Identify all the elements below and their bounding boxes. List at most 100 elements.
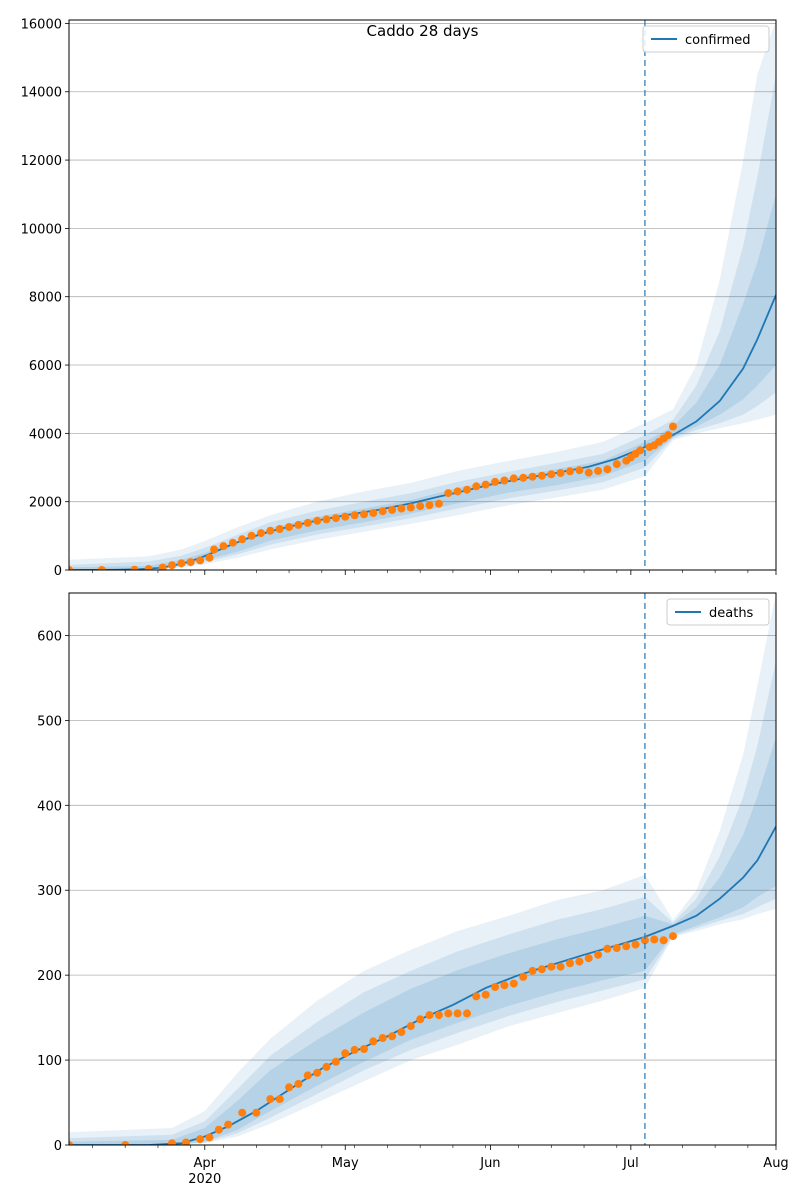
y-tick-label: 0 — [54, 564, 62, 579]
y-tick-label: 400 — [37, 799, 62, 814]
observed-point — [182, 1138, 191, 1145]
observed-point — [519, 473, 528, 482]
observed-point — [519, 972, 528, 981]
observed-point — [622, 942, 631, 951]
observed-point — [416, 502, 425, 511]
y-tick-label: 16000 — [21, 17, 62, 32]
observed-point — [659, 936, 668, 945]
confidence-band-middle — [69, 660, 776, 1145]
observed-point — [669, 932, 677, 941]
panel-1: 0 2000 4000 6000 8000 10000 12000 14000 16000 Cad… — [21, 17, 777, 579]
observed-point — [636, 446, 645, 455]
confidence-band-outer — [69, 20, 776, 570]
x-tick-label: Jul — [622, 1156, 639, 1171]
model-line-deaths — [69, 826, 776, 1145]
y-tick-label: 6000 — [29, 359, 62, 374]
observed-point — [205, 1133, 214, 1142]
legend-label: confirmed — [685, 33, 751, 48]
observed-point — [500, 476, 509, 485]
y-tick-label: 8000 — [29, 291, 62, 306]
observed-point — [360, 1045, 368, 1053]
observed-point — [650, 935, 659, 944]
observed-point — [224, 1120, 233, 1129]
observed-point — [603, 944, 612, 953]
observed-point — [144, 565, 153, 570]
legend-label: deaths — [709, 606, 754, 621]
y-tick-label: 200 — [37, 969, 62, 984]
observed-point — [472, 992, 481, 1001]
x-tick-label: Jun — [479, 1156, 500, 1171]
observed-point — [491, 983, 500, 991]
observed-point — [331, 514, 340, 523]
observed-point — [463, 1009, 471, 1018]
observed-point — [252, 1108, 261, 1117]
observed-point — [322, 515, 331, 524]
observed-point — [331, 1057, 340, 1066]
observed-point — [491, 477, 500, 486]
observed-point — [228, 538, 237, 547]
observed-point — [322, 1062, 331, 1071]
confidence-band-inner — [69, 194, 776, 570]
observed-point — [640, 936, 649, 945]
observed-point — [303, 518, 312, 527]
observed-point — [168, 561, 176, 570]
observed-point — [416, 1015, 425, 1024]
observed-point — [481, 480, 490, 489]
observed-point — [397, 504, 406, 513]
observed-point — [444, 1009, 453, 1018]
x-tick-label: May — [332, 1156, 359, 1171]
observed-point — [266, 1095, 275, 1104]
observed-point — [341, 512, 350, 521]
x-tick-label: Apr — [194, 1156, 217, 1171]
observed-point — [196, 556, 205, 565]
observed-point — [425, 1011, 434, 1020]
observed-point — [350, 1045, 359, 1054]
y-tick-label: 2000 — [29, 496, 62, 511]
observed-point — [425, 501, 434, 510]
observed-point — [631, 940, 640, 949]
observed-point — [205, 553, 214, 562]
observed-point — [177, 559, 186, 568]
observed-point — [285, 1083, 294, 1092]
observed-point — [594, 466, 603, 475]
observed-point — [406, 1022, 415, 1031]
observed-point — [97, 566, 106, 570]
observed-point — [130, 565, 139, 570]
observed-point — [556, 962, 565, 971]
axes-frame — [68, 592, 777, 1146]
observed-point — [69, 1141, 73, 1145]
observed-point — [275, 525, 284, 533]
observed-point — [196, 1135, 205, 1144]
observed-point — [294, 520, 303, 529]
x-tick-sublabel: 2020 — [188, 1172, 221, 1187]
observed-point — [481, 990, 490, 999]
observed-point — [257, 529, 265, 538]
observed-point — [369, 509, 378, 517]
plot-area — [69, 593, 776, 1145]
observed-point — [275, 1095, 284, 1104]
y-tick-label: 4000 — [29, 427, 62, 442]
observed-point — [584, 468, 593, 477]
observed-point — [594, 950, 603, 959]
observed-point — [509, 979, 518, 988]
observed-point — [388, 505, 397, 514]
observed-point — [210, 545, 219, 554]
observed-point — [313, 516, 322, 525]
observed-point — [238, 535, 247, 544]
y-tick-label: 14000 — [21, 86, 62, 101]
observed-point — [369, 1037, 378, 1046]
observed-point — [566, 959, 574, 968]
observed-point — [612, 944, 621, 952]
observed-point — [575, 466, 584, 475]
plot-area — [69, 20, 776, 570]
observed-point — [669, 422, 677, 431]
observed-point — [537, 471, 546, 480]
legend: deaths — [666, 598, 770, 626]
observed-point — [313, 1068, 322, 1077]
confidence-band-middle — [69, 74, 776, 570]
observed-point — [378, 1034, 387, 1042]
observed-point — [575, 957, 584, 966]
